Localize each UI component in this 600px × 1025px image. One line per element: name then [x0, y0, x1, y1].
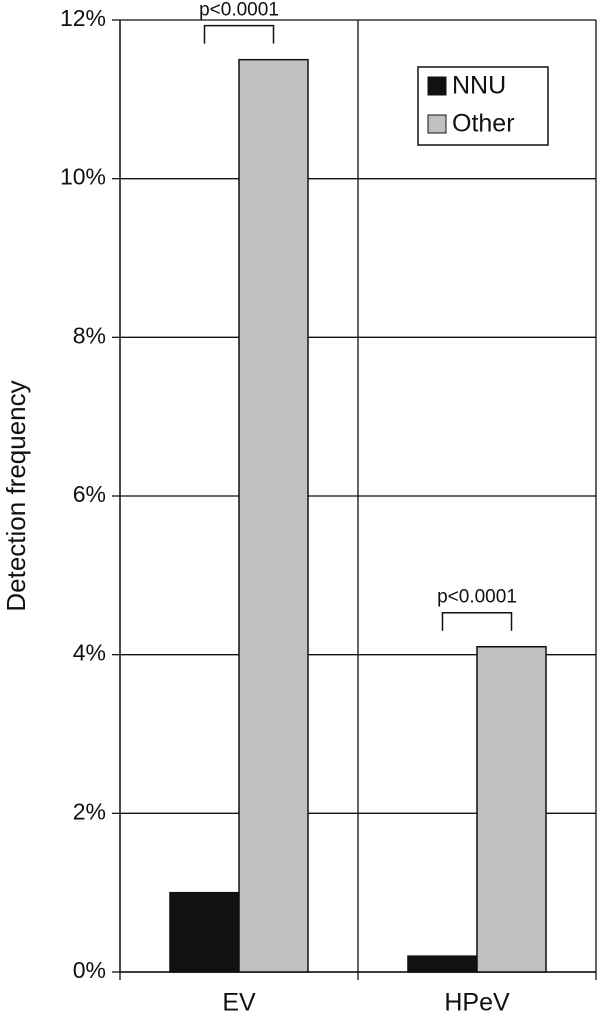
y-axis-label: Detection frequency [1, 380, 31, 611]
legend-swatch [427, 114, 447, 134]
y-tick-label: 4% [73, 640, 106, 666]
x-tick-label: EV [222, 989, 256, 1017]
y-tick-label: 12% [60, 5, 106, 31]
annotation: p<0.0001 [199, 0, 279, 21]
significance-bracket [441, 611, 513, 631]
y-tick-label: 10% [60, 164, 106, 190]
bar [476, 645, 547, 973]
bar [169, 891, 240, 973]
annotation: p<0.0001 [437, 587, 517, 608]
y-tick-label: 8% [73, 322, 106, 348]
bar [238, 58, 309, 973]
legend-label: NNU [452, 72, 506, 100]
y-tick-label: 2% [73, 798, 106, 824]
y-tick-label: 6% [73, 481, 106, 507]
y-tick-label: 0% [73, 957, 106, 983]
x-tick-label: HPeV [444, 989, 510, 1017]
legend-label: Other [452, 110, 515, 138]
significance-bracket [203, 24, 275, 44]
bar [407, 955, 478, 973]
legend-swatch [427, 76, 447, 96]
